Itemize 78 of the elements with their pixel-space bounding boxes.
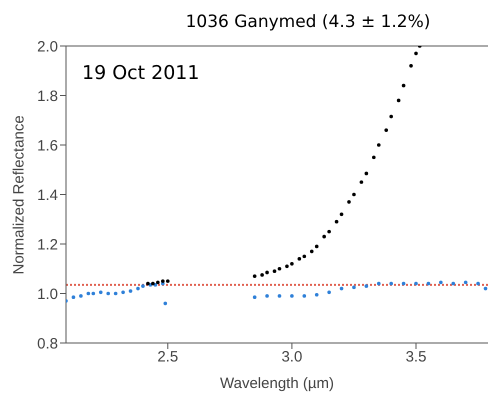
- x-tick-label: 3.5: [406, 348, 426, 366]
- point: [141, 284, 145, 288]
- point: [260, 273, 264, 277]
- point: [252, 295, 256, 300]
- y-tick-label: 1.2: [37, 236, 58, 254]
- point: [106, 292, 110, 296]
- point: [166, 279, 170, 283]
- point: [252, 274, 256, 278]
- point: [389, 282, 393, 286]
- y-axis-title: Normalized Reflectance: [10, 115, 28, 274]
- point: [334, 220, 338, 224]
- point: [121, 290, 125, 294]
- point: [146, 282, 150, 286]
- point: [409, 64, 413, 68]
- y-tick-label: 0.8: [37, 335, 58, 352]
- y-tick-label: 1.4: [37, 186, 58, 204]
- point: [426, 282, 430, 286]
- point: [402, 84, 406, 88]
- point: [156, 280, 160, 284]
- point: [360, 180, 364, 184]
- point: [352, 286, 356, 290]
- point: [290, 262, 294, 266]
- annotation: 19 Oct 2011: [82, 62, 200, 84]
- point: [310, 250, 314, 254]
- point: [347, 200, 351, 204]
- point: [484, 286, 488, 290]
- point: [414, 52, 418, 56]
- point: [396, 98, 400, 102]
- point: [464, 280, 468, 284]
- point: [327, 230, 331, 234]
- point: [128, 289, 132, 293]
- point: [79, 294, 83, 298]
- point: [163, 302, 168, 306]
- y-tick-label: 2.0: [37, 38, 58, 56]
- point: [389, 114, 393, 118]
- point: [451, 282, 456, 286]
- point: [352, 192, 356, 196]
- point: [278, 294, 282, 298]
- point: [364, 172, 368, 176]
- y-tick-label: 1.6: [37, 137, 58, 154]
- point: [376, 282, 381, 286]
- point: [290, 294, 294, 298]
- point: [265, 294, 269, 298]
- y-tick-label: 1.8: [37, 88, 58, 105]
- x-axis-title: Wavelength (µm): [220, 375, 334, 392]
- point: [278, 266, 282, 271]
- point: [161, 279, 165, 283]
- point: [298, 257, 302, 261]
- point: [327, 290, 331, 294]
- point: [265, 270, 269, 274]
- point: [114, 292, 118, 296]
- point: [151, 282, 155, 286]
- x-tick-label: 3.0: [281, 348, 302, 366]
- point: [86, 292, 90, 296]
- point: [302, 254, 306, 258]
- point: [402, 282, 406, 286]
- point: [384, 128, 388, 132]
- point: [136, 286, 140, 290]
- point: [272, 269, 276, 274]
- point: [302, 294, 306, 298]
- point: [476, 282, 480, 286]
- point: [372, 156, 376, 160]
- chart-title: 1036 Ganymed (4.3 ± 1.2%): [184, 12, 432, 32]
- point: [285, 264, 289, 268]
- point: [439, 280, 443, 284]
- point: [72, 295, 76, 300]
- point: [340, 212, 344, 216]
- point: [414, 282, 418, 286]
- point: [322, 234, 326, 238]
- point: [376, 143, 381, 147]
- point: [92, 292, 96, 296]
- y-tick-label: 1.0: [37, 286, 58, 303]
- point: [364, 284, 368, 288]
- point: [340, 286, 344, 290]
- point: [98, 290, 103, 294]
- x-tick-label: 2.5: [157, 348, 178, 366]
- point: [314, 244, 319, 248]
- point: [314, 292, 319, 297]
